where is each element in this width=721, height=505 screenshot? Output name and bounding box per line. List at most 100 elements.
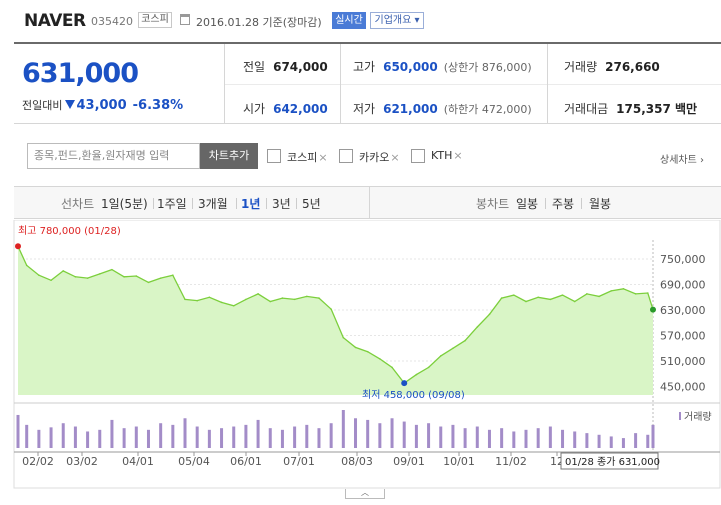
price-point xyxy=(281,297,284,299)
volume-cell: 거래량 276,660 xyxy=(564,58,660,75)
stock-price-chart[interactable]: 750,000 690,000 630,000 570,000 510,000 450,0… xyxy=(0,220,721,490)
realtime-button[interactable]: 실시간 xyxy=(332,12,366,29)
tab-daily[interactable]: 일봉 xyxy=(516,197,539,211)
volume-bar xyxy=(195,426,199,448)
y-tick-label: 510,000 xyxy=(660,355,706,368)
compare-checkbox-kth[interactable] xyxy=(411,149,425,163)
x-tick-label: 09/01 xyxy=(393,455,425,468)
price-point xyxy=(573,300,576,303)
prev-close-label: 전일 xyxy=(243,60,266,74)
high-cell: 고가 650,000 (상한가 876,000) xyxy=(353,58,532,75)
volume-bar xyxy=(536,428,540,448)
volume-bar xyxy=(49,427,53,448)
price-point xyxy=(622,287,625,290)
price-point xyxy=(646,292,649,294)
price-point xyxy=(476,326,479,328)
volume-value: 276,660 xyxy=(605,60,660,74)
volume-bar xyxy=(110,419,114,448)
volume-bar xyxy=(439,426,443,448)
price-point xyxy=(610,290,613,292)
add-chart-button[interactable]: 차트추가 xyxy=(200,143,258,169)
price-point xyxy=(525,300,527,303)
volume-bar xyxy=(256,419,260,448)
price-point xyxy=(232,304,235,307)
column-divider xyxy=(340,44,341,124)
close-icon[interactable]: × xyxy=(453,149,463,162)
price-point xyxy=(159,277,162,279)
tab-3month[interactable]: 3개월 xyxy=(198,197,228,211)
volume-bar xyxy=(414,424,418,448)
tab-monthly[interactable]: 월봉 xyxy=(589,197,612,211)
price-line xyxy=(17,246,654,384)
tab-weekly[interactable]: 주봉 xyxy=(552,197,575,211)
tab-1year[interactable]: 1년 xyxy=(241,197,261,211)
price-point xyxy=(598,295,600,298)
volume-bar xyxy=(61,423,65,448)
price-point xyxy=(354,346,357,349)
volume-bar xyxy=(651,424,655,448)
market-badge: 코스피 xyxy=(138,12,172,28)
volume-label: 거래량 xyxy=(564,60,598,74)
x-tick-label: 04/01 xyxy=(122,455,154,468)
candle-chart-header: 봉차트 xyxy=(476,197,510,211)
volume-bar xyxy=(73,426,77,448)
current-price: 631,000 xyxy=(22,58,139,89)
volume-bar xyxy=(329,423,333,448)
volume-bar xyxy=(86,431,90,448)
change-percent: -6.38% xyxy=(132,98,184,113)
change-label: 전일대비 xyxy=(22,99,63,112)
prev-close-cell: 전일 674,000 xyxy=(243,58,328,75)
volume-bar xyxy=(585,433,589,448)
close-icon[interactable]: × xyxy=(318,151,328,164)
last-close-box xyxy=(560,452,659,470)
price-point xyxy=(379,358,381,360)
volume-bar xyxy=(354,418,358,448)
max-label: 최고 780,000 (01/28) xyxy=(18,225,121,237)
company-overview-button[interactable]: 기업개요 ▾ xyxy=(370,12,424,29)
tab-1day[interactable]: 1일(5분) xyxy=(101,197,148,211)
price-point xyxy=(293,298,296,301)
tab-3year[interactable]: 3년 xyxy=(272,197,291,211)
x-tick-label: 11/02 xyxy=(495,455,527,468)
x-tick-label: 07/01 xyxy=(283,455,315,468)
volume-bar xyxy=(220,428,224,448)
price-point xyxy=(147,281,150,284)
compare-label: KTH xyxy=(431,149,453,162)
volume-bar xyxy=(390,418,394,448)
price-point xyxy=(366,350,369,353)
price-point xyxy=(634,293,637,295)
upper-limit: (상한가 876,000) xyxy=(443,61,532,74)
price-point xyxy=(452,347,454,350)
price-point xyxy=(257,293,259,295)
price-point xyxy=(50,279,52,282)
price-point xyxy=(549,298,552,301)
y-tick-label: 630,000 xyxy=(660,304,706,317)
y-tick-label: 750,000 xyxy=(660,253,706,266)
price-point xyxy=(439,355,442,357)
close-icon[interactable]: × xyxy=(390,151,400,164)
prev-close-value: 674,000 xyxy=(273,60,328,74)
tab-divider xyxy=(236,198,237,209)
amount-value: 175,357 백만 xyxy=(616,102,698,116)
tab-group-divider xyxy=(369,187,370,218)
compare-checkbox-kospi[interactable] xyxy=(267,149,281,163)
tab-1week[interactable]: 1주일 xyxy=(157,197,187,211)
volume-bar xyxy=(146,429,150,448)
open-cell: 시가 642,000 xyxy=(243,100,328,117)
detail-chart-link[interactable]: 상세차트 › xyxy=(660,155,704,166)
expand-chart-icon[interactable]: ︿ xyxy=(345,489,385,499)
volume-bar xyxy=(512,431,516,448)
tab-5year[interactable]: 5년 xyxy=(302,197,321,211)
price-point xyxy=(196,299,198,302)
compare-checkbox-kakao[interactable] xyxy=(339,149,353,163)
compare-search-input[interactable]: 종목,펀드,환율,원자재명 입력 xyxy=(27,143,200,169)
column-divider xyxy=(547,44,548,124)
volume-bar xyxy=(134,426,138,448)
price-point xyxy=(342,336,345,339)
price-point xyxy=(111,268,113,271)
last-marker xyxy=(650,306,656,313)
price-point xyxy=(415,373,418,376)
tab-divider xyxy=(192,198,193,209)
volume-bar xyxy=(573,431,577,448)
high-value: 650,000 xyxy=(383,60,438,74)
